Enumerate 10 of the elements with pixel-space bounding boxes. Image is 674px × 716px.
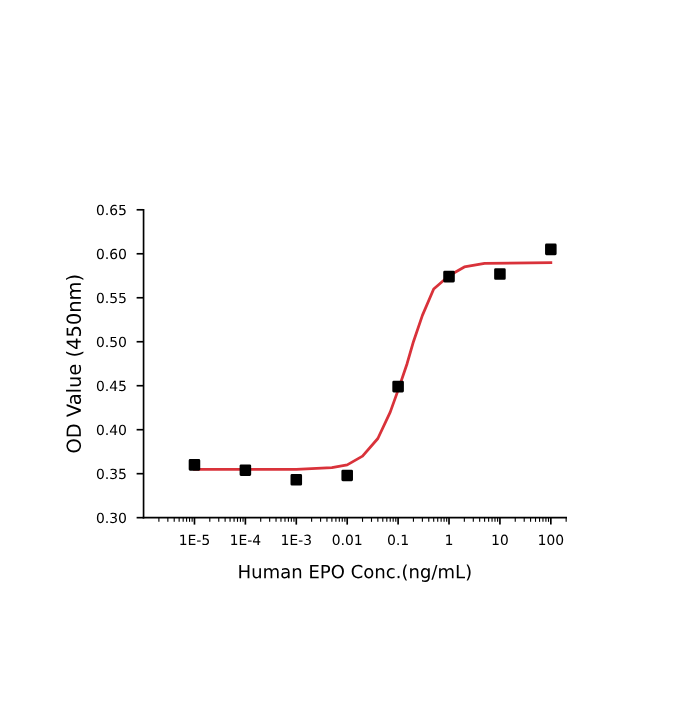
point — [239, 464, 252, 476]
y-axis-title: OD Value (450nm) — [66, 275, 84, 453]
point — [545, 243, 557, 256]
point — [290, 474, 303, 486]
point — [341, 469, 353, 482]
point — [443, 270, 455, 283]
x-axis-title: Human EPO Conc.(ng/mL) — [239, 564, 471, 582]
point — [494, 268, 506, 280]
point — [188, 459, 201, 471]
point — [392, 380, 404, 393]
